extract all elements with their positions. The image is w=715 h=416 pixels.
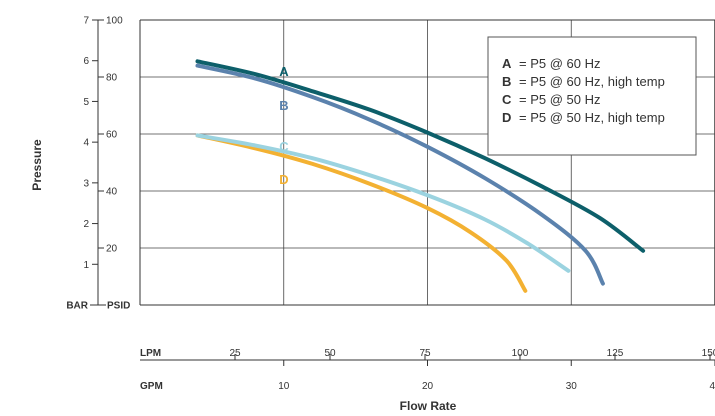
lpm-tick-label: 150 <box>702 348 715 359</box>
curve-label-b: B <box>279 98 288 113</box>
legend: A = P5 @ 60 Hz B = P5 @ 60 Hz, high temp C = … <box>487 36 697 156</box>
series-curve-labels: A B C D <box>279 64 289 187</box>
gpm-tick-label: 10 <box>278 381 290 392</box>
bar-tick-label: 2 <box>83 219 89 230</box>
psid-tick-label: 40 <box>106 187 118 198</box>
y-axis: 1 2 3 4 5 6 7 20 40 60 80 100 BAR PSID <box>66 16 130 312</box>
legend-key-c: C <box>502 92 512 107</box>
series-line-b <box>195 63 605 286</box>
gpm-tick-label: 30 <box>566 381 578 392</box>
y-axis-title: Pressure <box>30 139 44 191</box>
lpm-tick-label: 75 <box>419 348 431 359</box>
legend-key-a: A <box>502 56 512 71</box>
curve-label-d: D <box>279 172 288 187</box>
lpm-tick-label: 25 <box>229 348 241 359</box>
bar-tick-label: 5 <box>83 97 89 108</box>
curve-label-c: C <box>279 139 289 154</box>
bar-tick-label: 4 <box>83 138 89 149</box>
series-line-d <box>195 133 528 293</box>
legend-entry-a: = P5 @ 60 Hz <box>519 56 601 71</box>
bar-tick-label: 7 <box>83 16 89 27</box>
x-axis-title: Flow Rate <box>400 399 457 413</box>
psid-tick-label: 100 <box>106 16 123 27</box>
psid-tick-label: 60 <box>106 130 118 141</box>
gpm-tick-label: 40 <box>709 381 715 392</box>
legend-key-d: D <box>502 110 511 125</box>
curve-label-a: A <box>279 64 289 79</box>
x-axis: LPM GPM 25 50 75 100 125 150 10 20 30 40 <box>140 348 715 392</box>
legend-box <box>487 36 697 156</box>
series-line-c <box>195 133 571 273</box>
psid-tick-label: 80 <box>106 73 118 84</box>
gpm-unit-label: GPM <box>140 381 163 392</box>
gpm-tick-label: 20 <box>422 381 434 392</box>
lpm-unit-label: LPM <box>140 348 161 359</box>
lpm-tick-label: 125 <box>607 348 624 359</box>
legend-entry-d: = P5 @ 50 Hz, high temp <box>519 110 665 125</box>
psid-unit-label: PSID <box>107 301 130 312</box>
lpm-tick-label: 50 <box>324 348 336 359</box>
series-curves <box>195 59 646 293</box>
legend-key-b: B <box>502 74 511 89</box>
lpm-tick-label: 100 <box>512 348 529 359</box>
series-line-a <box>195 59 646 253</box>
bar-unit-label: BAR <box>66 301 88 312</box>
legend-entry-c: = P5 @ 50 Hz <box>519 92 601 107</box>
plot-frame <box>139 19 715 306</box>
legend-entry-b: = P5 @ 60 Hz, high temp <box>519 74 665 89</box>
bar-tick-label: 3 <box>83 178 89 189</box>
bar-tick-label: 6 <box>83 56 89 67</box>
psid-tick-label: 20 <box>106 244 118 255</box>
bar-tick-label: 1 <box>83 260 89 271</box>
